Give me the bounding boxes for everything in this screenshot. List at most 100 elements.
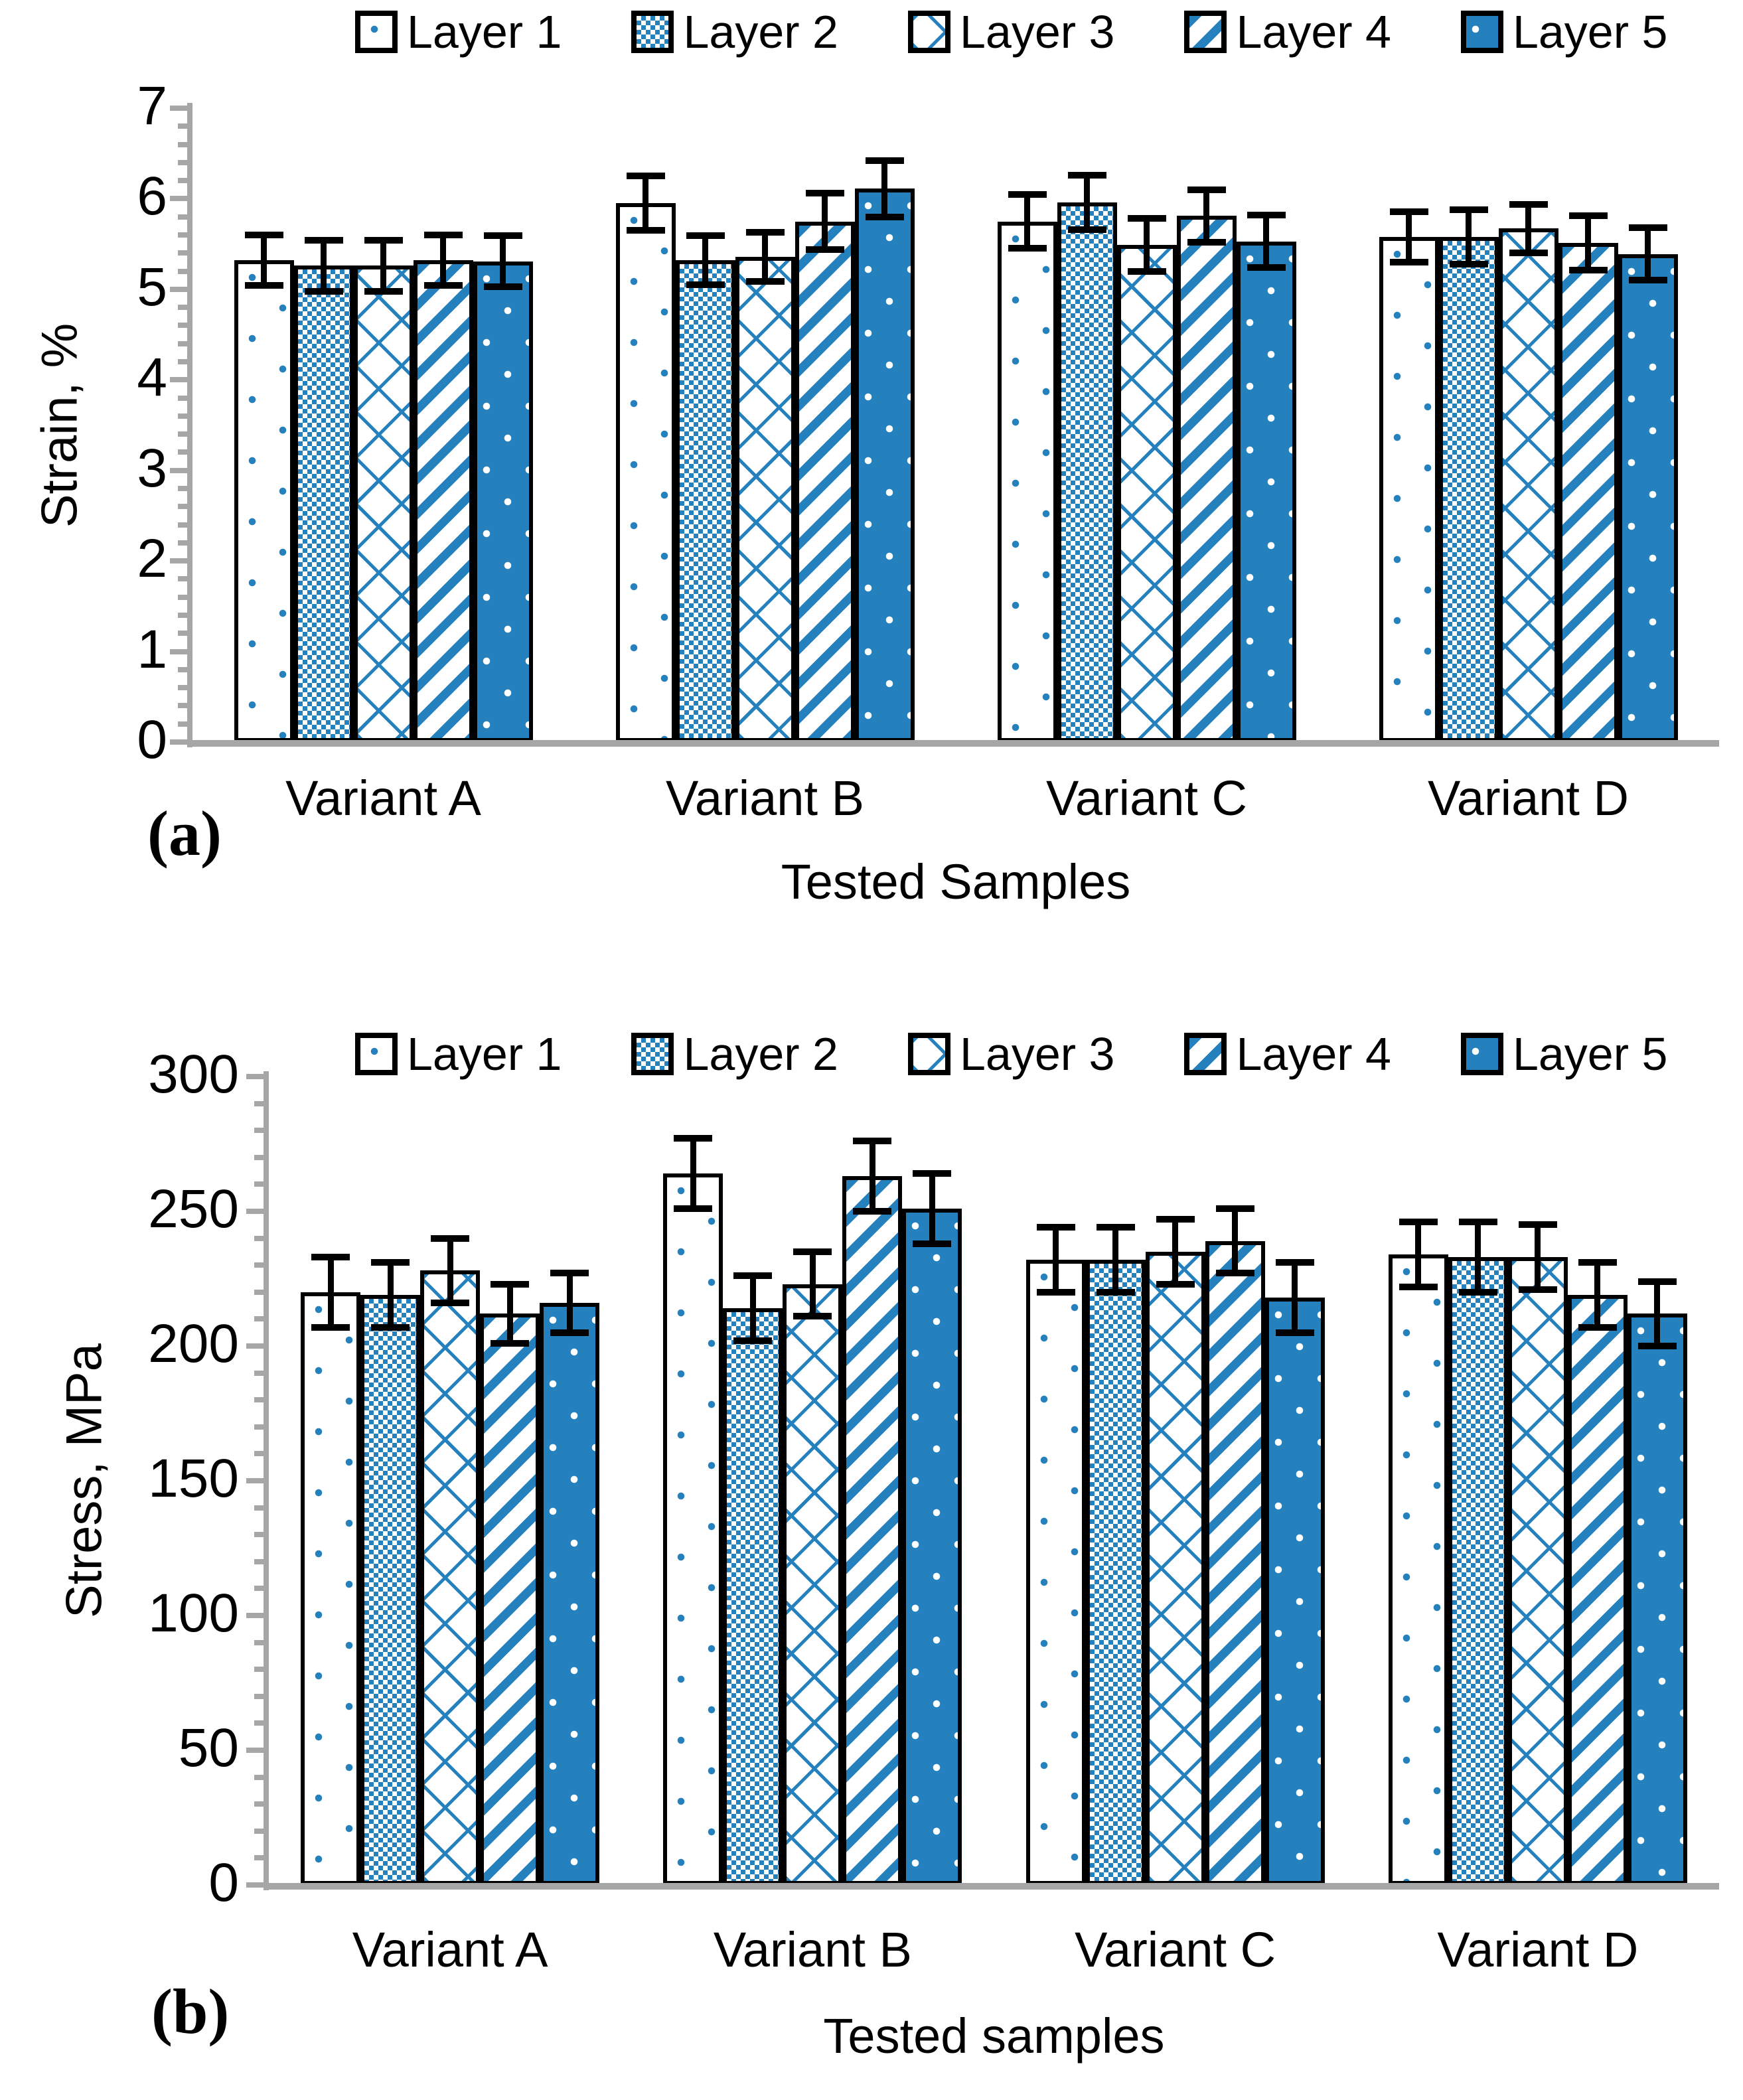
y-minor-tick bbox=[178, 522, 187, 528]
y-tick-label: 150 bbox=[148, 1448, 239, 1509]
error-bar-cap-top bbox=[1399, 1219, 1438, 1226]
y-major-tick bbox=[170, 377, 187, 383]
error-bar-cap-bottom bbox=[304, 287, 343, 295]
error-bar-whisker bbox=[1232, 1208, 1239, 1274]
error-bar-whisker bbox=[1654, 1281, 1661, 1346]
bar-layer-3-variant-a bbox=[353, 265, 414, 742]
error-bar-whisker bbox=[1084, 175, 1090, 230]
error-bar-whisker bbox=[762, 232, 768, 281]
legend-swatch-pat4 bbox=[1184, 1033, 1227, 1075]
legend-label: Layer 1 bbox=[407, 6, 562, 58]
bar-layer-4-variant-d bbox=[1558, 243, 1618, 742]
y-minor-tick bbox=[178, 576, 187, 582]
y-axis-title: Strain, % bbox=[31, 323, 88, 528]
y-minor-tick bbox=[178, 268, 187, 274]
y-minor-tick bbox=[178, 323, 187, 329]
y-minor-tick bbox=[254, 1667, 264, 1673]
bar-layer-4-variant-b bbox=[842, 1176, 903, 1885]
legend-item-layer-4: Layer 4 bbox=[1184, 5, 1391, 58]
y-tick-label: 300 bbox=[148, 1044, 239, 1104]
bar-layer-3-variant-c bbox=[1145, 1251, 1205, 1885]
error-bar-cap-bottom bbox=[364, 287, 403, 295]
y-major-tick bbox=[246, 1209, 264, 1214]
y-tick-label: 5 bbox=[137, 256, 167, 317]
error-bar-cap-top bbox=[1008, 190, 1047, 198]
error-bar-cap-bottom bbox=[1275, 1329, 1314, 1336]
y-minor-tick bbox=[254, 1855, 264, 1861]
y-minor-tick bbox=[254, 1586, 264, 1592]
error-bar-cap-bottom bbox=[733, 1337, 773, 1344]
bar-layer-4-variant-a bbox=[480, 1313, 540, 1885]
bar-layer-4-variant-c bbox=[1205, 1240, 1265, 1885]
legend-item-layer-4: Layer 4 bbox=[1184, 1027, 1391, 1081]
error-bar-cap-bottom bbox=[1187, 238, 1226, 246]
error-bar-cap-bottom bbox=[1628, 277, 1667, 284]
legend-item-layer-5: Layer 5 bbox=[1460, 5, 1668, 58]
legend-item-layer-1: Layer 1 bbox=[355, 1027, 562, 1081]
legend-label: Layer 5 bbox=[1512, 6, 1668, 58]
y-minor-tick bbox=[178, 631, 187, 637]
y-minor-tick bbox=[178, 666, 187, 672]
bar-layer-3-variant-b bbox=[783, 1284, 843, 1885]
bar-layer-5-variant-d bbox=[1618, 254, 1678, 742]
bar-layer-1-variant-b bbox=[615, 203, 676, 742]
error-bar-cap-bottom bbox=[1215, 1270, 1254, 1277]
y-tick-label: 250 bbox=[148, 1179, 239, 1239]
bar-layer-5-variant-d bbox=[1627, 1313, 1687, 1885]
error-bar-cap-top bbox=[1036, 1224, 1075, 1231]
error-bar-cap-bottom bbox=[1067, 226, 1106, 233]
x-axis-line bbox=[264, 1883, 1719, 1890]
error-bar-whisker bbox=[566, 1273, 573, 1333]
legend-swatch-pat2 bbox=[631, 1033, 674, 1075]
error-bar-cap-bottom bbox=[1458, 1288, 1497, 1296]
bar-layer-4-variant-c bbox=[1176, 216, 1237, 742]
x-category-label: Variant A bbox=[352, 1922, 548, 1977]
y-minor-tick bbox=[254, 1100, 264, 1106]
y-minor-tick bbox=[178, 159, 187, 165]
error-bar-whisker bbox=[440, 235, 446, 286]
error-bar-cap-bottom bbox=[491, 1339, 530, 1347]
y-tick-label: 3 bbox=[137, 437, 167, 498]
error-bar-cap-top bbox=[853, 1138, 892, 1145]
y-tick-label: 7 bbox=[137, 76, 167, 136]
error-bar-whisker bbox=[643, 176, 648, 231]
bar-layer-2-variant-d bbox=[1438, 236, 1499, 742]
error-bar-cap-bottom bbox=[1389, 258, 1428, 265]
chart-strain-panel-a: 0 1 2 3 4 5 6 7 Variant A Variant B Variant C Varia… bbox=[32, 79, 1719, 909]
error-bar-cap-top bbox=[1127, 215, 1166, 222]
x-category-label: Variant B bbox=[666, 771, 864, 826]
legend-swatch-pat1 bbox=[355, 11, 398, 53]
error-bar-cap-top bbox=[423, 232, 463, 238]
y-minor-tick bbox=[254, 1289, 264, 1295]
y-minor-tick bbox=[254, 1370, 264, 1376]
bar-layer-3-variant-d bbox=[1507, 1257, 1568, 1885]
legend: Layer 1 Layer 2 Layer 3 Layer 4 Layer 5 bbox=[355, 5, 1667, 58]
x-category-label: Variant C bbox=[1046, 771, 1247, 826]
error-bar-whisker bbox=[1585, 216, 1591, 271]
x-category-label: Variant D bbox=[1428, 771, 1629, 826]
error-bar-cap-bottom bbox=[865, 213, 904, 220]
legend-label: Layer 2 bbox=[683, 1028, 838, 1080]
error-bar-whisker bbox=[327, 1257, 334, 1327]
y-minor-tick bbox=[254, 1397, 264, 1403]
bar-layer-1-variant-c bbox=[997, 221, 1057, 742]
y-tick-label: 1 bbox=[137, 619, 167, 680]
bar-layer-2-variant-d bbox=[1448, 1257, 1508, 1885]
legend-swatch-pat3 bbox=[907, 1033, 950, 1075]
y-minor-tick bbox=[178, 340, 187, 346]
error-bar-whisker bbox=[809, 1251, 816, 1317]
y-minor-tick bbox=[254, 1828, 264, 1834]
y-major-tick bbox=[170, 196, 187, 202]
bar-layer-1-variant-d bbox=[1388, 1254, 1448, 1885]
y-minor-tick bbox=[178, 431, 187, 437]
error-bar-cap-top bbox=[550, 1270, 589, 1277]
x-axis-title: Tested Samples bbox=[781, 854, 1131, 909]
y-minor-tick bbox=[178, 395, 187, 401]
bar-layer-2-variant-c bbox=[1085, 1260, 1146, 1885]
error-bar-cap-top bbox=[733, 1272, 773, 1280]
y-major-tick bbox=[246, 1748, 264, 1753]
error-bar-cap-top bbox=[1568, 212, 1608, 220]
bar-layer-5-variant-b bbox=[854, 188, 915, 742]
legend-label: Layer 3 bbox=[959, 6, 1115, 58]
error-bar-cap-top bbox=[1637, 1278, 1677, 1285]
